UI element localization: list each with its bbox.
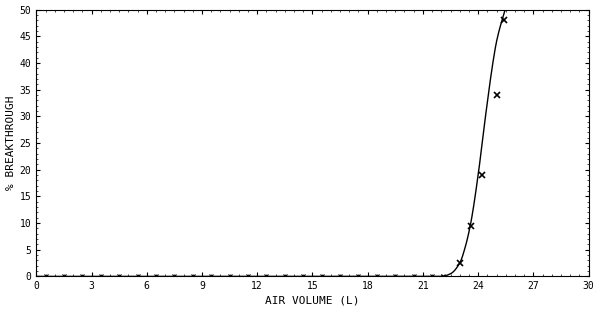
Y-axis label: % BREAKTHROUGH: % BREAKTHROUGH xyxy=(5,96,16,190)
X-axis label: AIR VOLUME (L): AIR VOLUME (L) xyxy=(265,295,360,305)
